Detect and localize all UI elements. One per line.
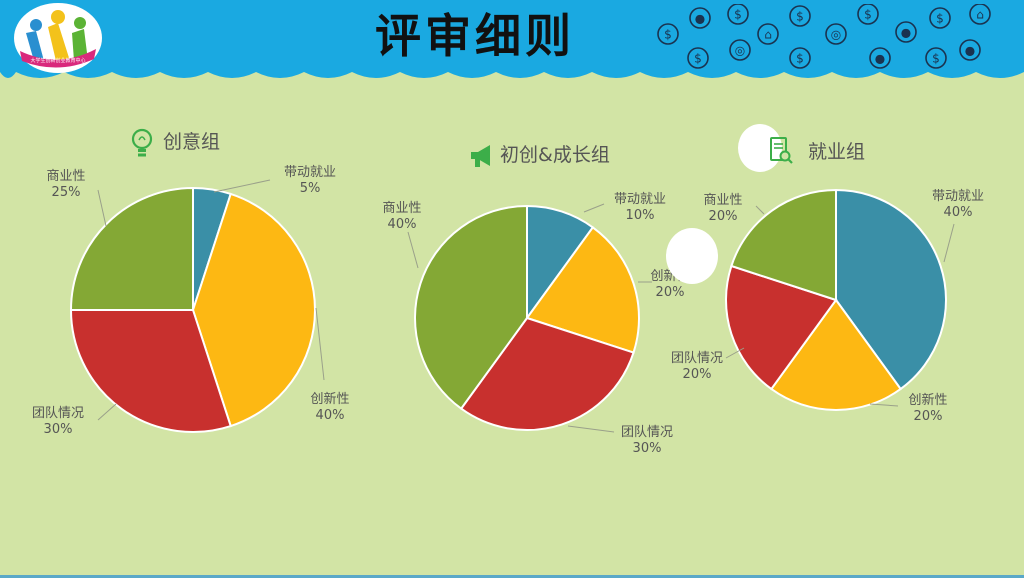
- leader-line: [583, 203, 605, 213]
- slice-value-label: 10%: [626, 208, 655, 223]
- svg-text:$: $: [864, 8, 872, 22]
- group-title-2: 初创&成长组: [500, 144, 610, 166]
- pie-slice-2-4: [414, 204, 528, 411]
- leader-line: [755, 205, 765, 215]
- megaphone-icon: [468, 142, 496, 174]
- finance-icon: $: [857, 4, 879, 25]
- svg-text:●: ●: [901, 26, 911, 40]
- slice-value-label: 25%: [52, 185, 81, 200]
- slice-name-label: 创新性: [310, 391, 349, 407]
- slice-value-label: 40%: [944, 205, 973, 220]
- leader-line: [97, 189, 107, 227]
- white-blob: [666, 228, 718, 284]
- svg-text:$: $: [932, 52, 940, 66]
- lightbulb-icon: [130, 128, 154, 164]
- slice-name-label: 团队情况: [621, 425, 673, 440]
- finance-icon: ●: [689, 7, 711, 29]
- finance-icon: ⌂: [757, 23, 779, 45]
- svg-text:●: ●: [965, 44, 975, 58]
- leader-line: [725, 347, 745, 359]
- pie-slice-1-3: [69, 309, 232, 433]
- logo: 大学生创新创业教育中心: [14, 3, 102, 73]
- slice-value-label: 20%: [683, 367, 712, 382]
- svg-text:◎: ◎: [831, 28, 841, 42]
- svg-text:⌂: ⌂: [764, 28, 772, 42]
- pie-slice-1-4: [69, 186, 194, 311]
- svg-text:●: ●: [875, 52, 885, 66]
- svg-text:$: $: [796, 52, 804, 66]
- finance-icon: $: [657, 23, 679, 45]
- pie-slice-3-1: [835, 188, 947, 391]
- leader-line: [407, 231, 419, 269]
- header-wave-bg: [0, 0, 1024, 78]
- finance-icon: ●: [869, 47, 891, 69]
- finance-icon: ●: [895, 21, 917, 43]
- slice-value-label: 40%: [316, 408, 345, 423]
- svg-text:大学生创新创业教育中心: 大学生创新创业教育中心: [30, 57, 85, 64]
- leader-line: [567, 425, 615, 433]
- finance-icon: $: [687, 47, 709, 69]
- svg-text:$: $: [936, 12, 944, 26]
- pie-slice-3-3: [725, 264, 838, 391]
- finance-icons-decoration: $ ● $ ⌂ $ ◎ $ ● $ ⌂ $ ◎ $ ● $ ●: [657, 4, 991, 69]
- leader-line: [97, 403, 117, 421]
- finance-icon: ●: [959, 39, 981, 61]
- slice-name-label: 带动就业: [614, 192, 666, 207]
- leader-line: [869, 403, 899, 407]
- slice-name-label: 创新性: [908, 392, 947, 408]
- svg-text:⌂: ⌂: [976, 8, 984, 22]
- pie-slice-1-2: [191, 192, 316, 428]
- slice-value-label: 5%: [300, 181, 321, 196]
- leader-line: [213, 179, 271, 193]
- finance-icon: $: [789, 47, 811, 69]
- slice-value-label: 20%: [914, 409, 943, 424]
- pie-slice-2-2: [525, 225, 640, 354]
- pie-slice-3-2: [769, 298, 903, 411]
- pie-slice-2-3: [459, 316, 635, 431]
- slice-value-label: 40%: [388, 217, 417, 232]
- slice-name-label: 带动就业: [932, 189, 984, 204]
- group-title-3: 就业组: [808, 141, 866, 163]
- slice-value-label: 30%: [44, 422, 73, 437]
- slice-name-label: 商业性: [382, 201, 421, 216]
- slice-name-label: 团队情况: [671, 351, 723, 366]
- bottom-border: [0, 575, 1024, 578]
- slice-value-label: 20%: [709, 209, 738, 224]
- svg-text:$: $: [664, 28, 672, 42]
- finance-icon: $: [727, 4, 749, 25]
- slice-name-label: 商业性: [46, 169, 85, 184]
- slice-name-label: 团队情况: [32, 406, 84, 421]
- svg-text:$: $: [694, 52, 702, 66]
- svg-text:◎: ◎: [735, 44, 745, 58]
- svg-text:$: $: [734, 8, 742, 22]
- leader-line: [943, 223, 955, 263]
- finance-icon: ◎: [729, 39, 751, 61]
- svg-text:$: $: [796, 10, 804, 24]
- group-title-1: 创意组: [163, 131, 221, 153]
- document-search-icon: [768, 136, 794, 170]
- slice-name-label: 带动就业: [284, 165, 336, 180]
- slice-value-label: 20%: [656, 285, 685, 300]
- header-banner: 大学生创新创业教育中心 评审细则 $ ● $ ⌂ $ ◎ $ ● $ ⌂ $ ◎ $ ● $ ●: [0, 0, 1024, 80]
- page-title: 评审细则: [375, 9, 575, 63]
- finance-icon: $: [789, 5, 811, 27]
- finance-icon: $: [929, 7, 951, 29]
- svg-text:●: ●: [695, 12, 705, 26]
- finance-icon: ⌂: [969, 4, 991, 25]
- slice-value-label: 30%: [633, 441, 662, 456]
- finance-icon: $: [925, 47, 947, 69]
- leader-line: [315, 307, 325, 381]
- slice-name-label: 商业性: [703, 193, 742, 208]
- pie-slice-3-4: [730, 188, 837, 302]
- finance-icon: ◎: [825, 23, 847, 45]
